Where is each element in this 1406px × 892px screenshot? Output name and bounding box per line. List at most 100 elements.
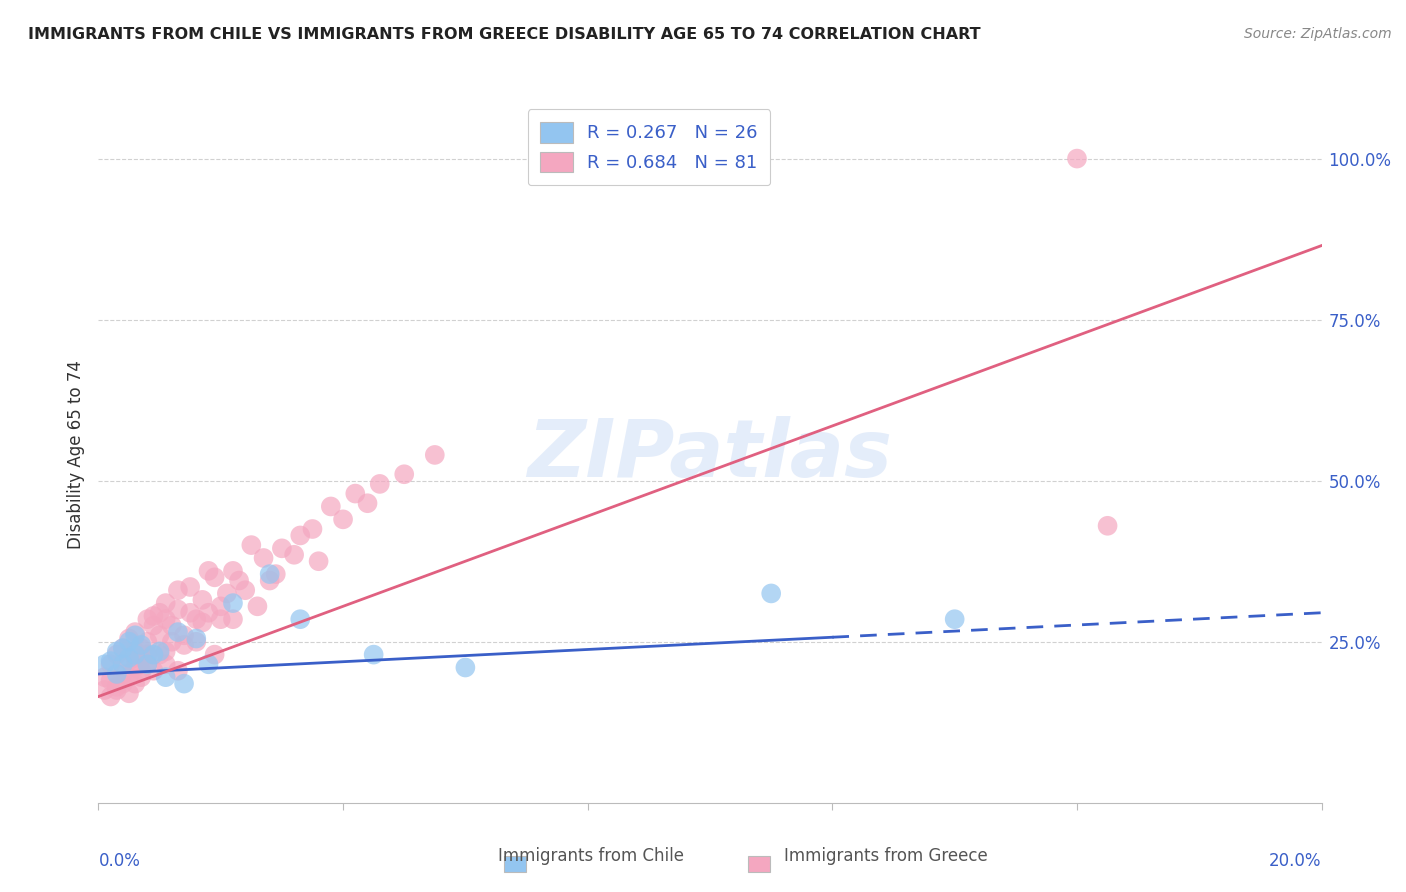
Point [118, 632, 141, 646]
Point [105, 648, 128, 662]
Point [118, 686, 141, 700]
Point [228, 574, 250, 588]
Point [222, 596, 245, 610]
Point [759, 586, 782, 600]
Point [111, 676, 134, 690]
Point [173, 628, 195, 642]
Point [155, 657, 177, 672]
Point [111, 641, 134, 656]
Point [105, 680, 128, 694]
Point [105, 644, 128, 658]
Point [167, 664, 190, 678]
Point [301, 522, 323, 536]
Point [155, 596, 177, 610]
Point [240, 538, 263, 552]
Point [124, 676, 146, 690]
Text: Immigrants from Chile: Immigrants from Chile [498, 847, 683, 865]
Point [129, 670, 152, 684]
Point [233, 583, 256, 598]
Point [283, 548, 305, 562]
Point [204, 570, 226, 584]
Point [368, 476, 391, 491]
Point [111, 641, 134, 656]
Point [105, 683, 128, 698]
Point [167, 602, 190, 616]
Point [129, 651, 152, 665]
Point [136, 648, 159, 662]
Point [160, 618, 183, 632]
Point [179, 580, 201, 594]
Point [173, 676, 195, 690]
Point [111, 667, 134, 681]
Point [308, 554, 330, 568]
Point [124, 651, 146, 665]
Point [179, 606, 201, 620]
Point [124, 660, 146, 674]
Point [222, 612, 245, 626]
Point [118, 654, 141, 668]
Legend: R = 0.267   N = 26, R = 0.684   N = 81: R = 0.267 N = 26, R = 0.684 N = 81 [527, 109, 770, 186]
Point [204, 648, 226, 662]
Point [149, 644, 172, 658]
Point [197, 564, 219, 578]
Point [100, 673, 122, 688]
Point [264, 567, 287, 582]
Point [160, 634, 183, 648]
Point [129, 638, 152, 652]
Point [270, 541, 292, 556]
Y-axis label: Disability Age 65 to 74: Disability Age 65 to 74 [66, 360, 84, 549]
Point [173, 638, 195, 652]
Point [1097, 518, 1119, 533]
Point [124, 644, 146, 658]
Point [186, 634, 208, 648]
Point [136, 612, 159, 626]
Point [118, 651, 141, 665]
Text: 20.0%: 20.0% [1270, 852, 1322, 870]
Point [209, 612, 232, 626]
Point [124, 625, 146, 640]
Point [290, 528, 312, 542]
Point [129, 664, 152, 678]
Bar [503, 856, 526, 872]
Point [111, 657, 134, 672]
Point [167, 625, 190, 640]
Text: IMMIGRANTS FROM CHILE VS IMMIGRANTS FROM GREECE DISABILITY AGE 65 TO 74 CORRELAT: IMMIGRANTS FROM CHILE VS IMMIGRANTS FROM… [28, 27, 981, 42]
Point [142, 609, 165, 624]
Point [136, 634, 159, 648]
Point [332, 512, 354, 526]
Point [100, 690, 122, 704]
Point [252, 551, 274, 566]
Point [155, 670, 177, 684]
Point [454, 660, 477, 674]
Point [1066, 152, 1088, 166]
Point [118, 670, 141, 684]
Point [197, 606, 219, 620]
Point [197, 657, 219, 672]
Point [943, 612, 966, 626]
Point [129, 641, 152, 656]
Point [155, 644, 177, 658]
Point [363, 648, 385, 662]
Text: 0.0%: 0.0% [98, 852, 141, 870]
Point [290, 612, 312, 626]
Point [105, 667, 128, 681]
Point [136, 657, 159, 672]
Point [319, 500, 342, 514]
Bar [748, 856, 770, 872]
Point [93, 657, 115, 672]
Point [93, 670, 115, 684]
Point [344, 486, 367, 500]
Point [100, 654, 122, 668]
Point [222, 564, 245, 578]
Point [136, 657, 159, 672]
Text: Source: ZipAtlas.com: Source: ZipAtlas.com [1244, 27, 1392, 41]
Point [186, 612, 208, 626]
Point [149, 628, 172, 642]
Point [259, 574, 281, 588]
Point [246, 599, 269, 614]
Text: ZIPatlas: ZIPatlas [527, 416, 893, 494]
Point [124, 648, 146, 662]
Point [149, 606, 172, 620]
Point [155, 612, 177, 626]
Point [149, 648, 172, 662]
